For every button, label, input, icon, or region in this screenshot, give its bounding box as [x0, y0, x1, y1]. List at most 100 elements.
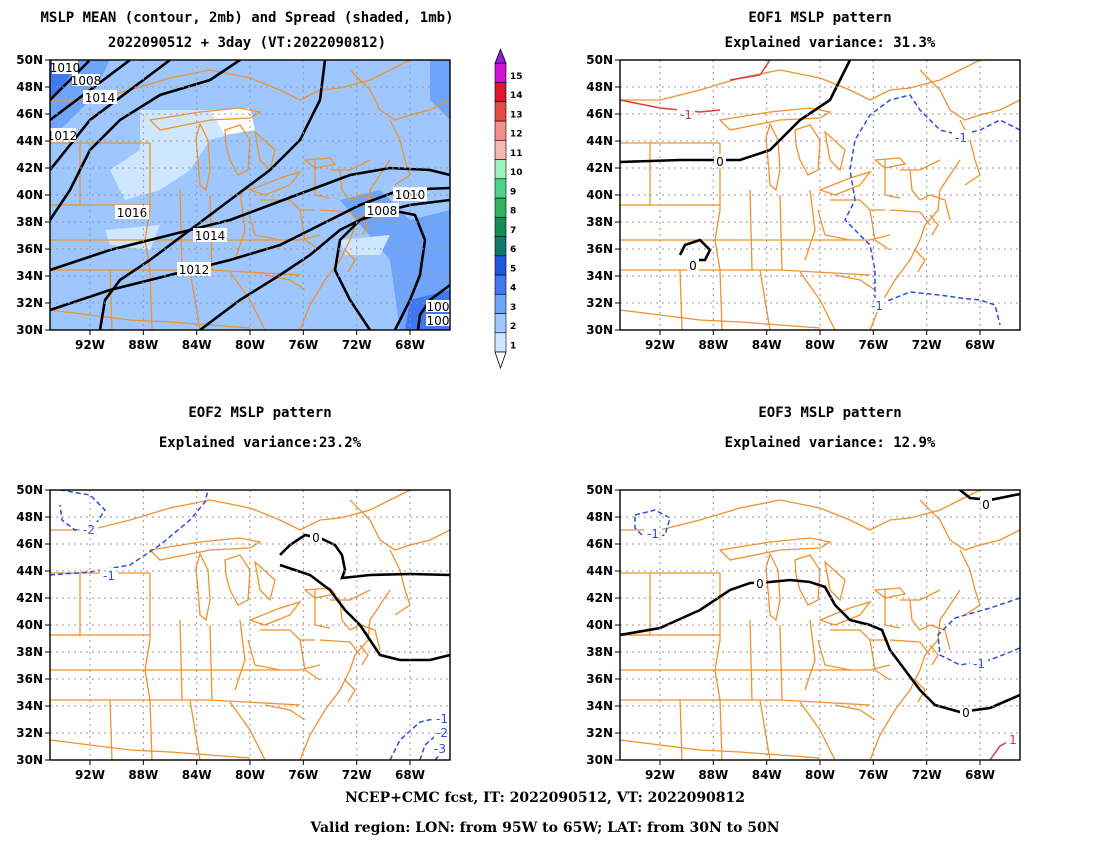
graticule: [50, 490, 450, 760]
lon-axis: 92W 88W 84W 80W 76W 72W 68W: [75, 330, 425, 352]
svg-text:1014: 1014: [195, 229, 226, 243]
map-area: 1016 1014 1012 1010 1008 1014 1012 1010 …: [50, 60, 450, 330]
lat-tick-label: 46N: [586, 537, 613, 551]
spread-shade-3: [430, 60, 450, 120]
contour-label: -1: [868, 298, 886, 313]
colorbar-swatch: [494, 293, 507, 314]
contour-label: -1: [952, 130, 970, 145]
svg-text:0: 0: [962, 706, 970, 720]
lon-tick-label: 76W: [288, 768, 318, 782]
colorbar-label: 1: [510, 341, 516, 351]
contour-label: 100: [426, 314, 450, 328]
colorbar-label: 12: [510, 130, 523, 140]
contour-label: 1008: [71, 74, 101, 88]
graticule: [50, 60, 450, 330]
lon-tick-label: 84W: [752, 338, 782, 352]
contour-label: 1012: [177, 262, 211, 277]
svg-text:0: 0: [689, 259, 697, 273]
lat-tick-label: 34N: [16, 269, 43, 283]
lat-axis: 50N 48N 46N 44N 42N 40N 38N 36N 34N 32N 30N: [16, 483, 50, 767]
colorbar-swatch: [494, 216, 507, 237]
panel-title: EOF1 MSLP pattern: [748, 10, 891, 26]
lat-tick-label: 44N: [16, 134, 43, 148]
colorbar-swatch: [494, 255, 507, 276]
lon-tick-label: 76W: [858, 768, 888, 782]
colorbar-label: 8: [510, 207, 516, 217]
colorbar-swatch: [494, 236, 507, 257]
eof-contour-zero: [279, 563, 450, 662]
contour-label: -1: [970, 656, 988, 671]
panel-subtitle: Explained variance: 12.9%: [725, 435, 936, 451]
map-area: 0 0 -1 -1 -1 -1: [620, 60, 1020, 330]
lat-tick-label: 34N: [16, 699, 43, 713]
lat-tick-label: 34N: [586, 269, 613, 283]
lat-tick-label: 32N: [16, 726, 43, 740]
svg-text:-3: -3: [434, 742, 446, 756]
svg-text:1010: 1010: [50, 61, 81, 75]
contour-label: 0: [960, 705, 972, 720]
lon-tick-label: 88W: [698, 338, 728, 352]
eof-contour-positive: [620, 99, 721, 113]
lat-tick-label: 46N: [16, 537, 43, 551]
lat-tick-label: 40N: [16, 188, 43, 202]
colorbar-label: 15: [510, 72, 523, 82]
eof-contour-positive: [729, 60, 771, 81]
svg-text:-1: -1: [647, 527, 659, 541]
colorbar-max-arrow: [494, 48, 507, 64]
lon-tick-label: 84W: [752, 768, 782, 782]
contour-label: -3: [430, 742, 450, 756]
colorbar-swatch: [494, 62, 507, 83]
lat-tick-label: 44N: [16, 564, 43, 578]
lon-tick-label: 72W: [912, 338, 942, 352]
graticule: [620, 60, 1020, 330]
lon-tick-label: 72W: [342, 768, 372, 782]
contour-label: -2: [80, 522, 98, 537]
lon-tick-label: 76W: [858, 338, 888, 352]
lon-tick-label: 80W: [235, 768, 265, 782]
contour-label: 0: [714, 154, 726, 169]
eof-contour-negative: [634, 509, 671, 539]
lon-tick-label: 80W: [805, 338, 835, 352]
colorbar-label: 2: [510, 322, 516, 332]
lon-tick-label: 84W: [182, 768, 212, 782]
panel-eof2: EOF2 MSLP pattern Explained variance:23.…: [16, 405, 451, 782]
panel-subtitle: 2022090512 + 3day (VT:2022090812): [108, 35, 386, 51]
colorbar-swatch: [494, 332, 507, 353]
svg-text:1008: 1008: [367, 204, 398, 218]
colorbar-label: 9: [510, 187, 516, 197]
mslp-contour: [50, 60, 171, 171]
lat-tick-label: 38N: [16, 215, 43, 229]
svg-text:-1: -1: [103, 569, 115, 583]
colorbar-swatch: [494, 313, 507, 334]
lon-axis: 92W 88W 84W 80W 76W 72W 68W: [645, 330, 995, 352]
lon-tick-label: 80W: [235, 338, 265, 352]
colorbar-label: 10: [510, 168, 523, 178]
lat-tick-label: 42N: [586, 161, 613, 175]
lon-tick-label: 68W: [965, 338, 995, 352]
svg-text:-1: -1: [680, 108, 692, 122]
eof-contour-zero: [678, 238, 712, 262]
panel-subtitle: Explained variance: 31.3%: [725, 35, 936, 51]
lat-tick-label: 40N: [586, 188, 613, 202]
contour-label: 0: [687, 258, 699, 273]
mslp-contour: [199, 198, 450, 330]
lat-tick-label: 46N: [586, 107, 613, 121]
panel-eof1: EOF1 MSLP pattern Explained variance: 31…: [586, 10, 1021, 352]
contour-label: 1: [1006, 733, 1020, 747]
lat-tick-label: 38N: [586, 215, 613, 229]
lon-tick-label: 72W: [912, 768, 942, 782]
colorbar-label: 6: [510, 245, 516, 255]
lat-tick-label: 48N: [586, 80, 613, 94]
lon-tick-label: 88W: [698, 768, 728, 782]
lat-tick-label: 30N: [586, 323, 613, 337]
lat-tick-label: 34N: [586, 699, 613, 713]
lat-tick-label: 48N: [586, 510, 613, 524]
graticule: [620, 490, 1020, 760]
svg-text:-2: -2: [83, 523, 95, 537]
panel-title: EOF2 MSLP pattern: [188, 405, 331, 421]
lon-tick-label: 68W: [395, 338, 425, 352]
colorbar-label: 3: [510, 303, 516, 313]
colorbar-swatch: [494, 197, 507, 218]
